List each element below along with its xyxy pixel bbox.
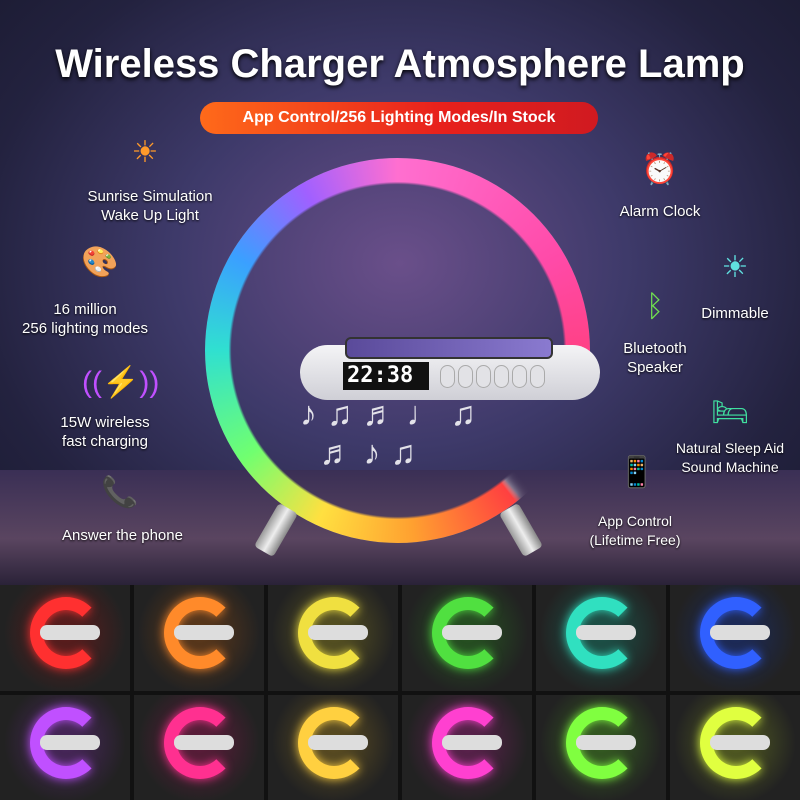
lamp-base bbox=[174, 625, 234, 640]
page-title: Wireless Charger Atmosphere Lamp bbox=[55, 42, 745, 86]
bluetooth-icon: ᛒ bbox=[646, 290, 664, 323]
bulb-icon: ☀ bbox=[721, 251, 749, 284]
lamp-base bbox=[442, 734, 502, 750]
phone-icon: 📞 bbox=[101, 476, 139, 509]
feature-dimmable: Dimmable bbox=[701, 305, 769, 322]
color-variants-grid bbox=[0, 585, 800, 800]
lamp-base bbox=[576, 734, 636, 750]
variant-thumbnail bbox=[402, 694, 532, 800]
feature-bluetooth: Bluetooth Speaker bbox=[623, 340, 687, 376]
variant-thumbnail bbox=[268, 694, 398, 800]
smartphone bbox=[345, 337, 553, 359]
wireless-charging-icon: ((⚡)) bbox=[82, 366, 160, 399]
variant-thumbnail bbox=[134, 694, 264, 800]
lamp-button bbox=[458, 365, 473, 388]
variant-thumbnail bbox=[134, 585, 264, 691]
lamp-base bbox=[710, 625, 770, 640]
lamp-base bbox=[174, 734, 234, 750]
lamp-base bbox=[308, 625, 368, 640]
feature-sleep: Natural Sleep Aid Sound Machine bbox=[675, 440, 785, 475]
hand-phone-icon: 📱 bbox=[618, 456, 656, 489]
lamp-base bbox=[40, 734, 100, 750]
variant-thumbnail bbox=[268, 585, 398, 691]
lamp-base bbox=[40, 625, 100, 640]
clock-display: 22:38 bbox=[343, 362, 429, 390]
variant-thumbnail bbox=[536, 694, 666, 800]
feature-charging: 15W wireless fast charging bbox=[60, 414, 150, 450]
lamp-base bbox=[710, 734, 770, 750]
alarm-clock-icon: ⏰ bbox=[641, 153, 679, 186]
lamp-button bbox=[512, 365, 527, 388]
lamp-button bbox=[476, 365, 491, 388]
clock-time: 22:38 bbox=[347, 363, 414, 388]
variant-thumbnail bbox=[0, 585, 130, 691]
bed-icon: 🛏 bbox=[710, 396, 750, 429]
lamp-button bbox=[440, 365, 455, 388]
feature-sunrise: Sunrise Simulation Wake Up Light bbox=[87, 188, 213, 224]
lamp-button bbox=[530, 365, 545, 388]
lamp-button bbox=[494, 365, 509, 388]
variant-thumbnail bbox=[402, 585, 532, 691]
feature-alarm: Alarm Clock bbox=[619, 203, 701, 220]
palette-icon: 🎨 bbox=[81, 246, 119, 279]
subtitle-badge: App Control/256 Lighting Modes/In Stock bbox=[200, 102, 598, 134]
lamp-base bbox=[442, 625, 502, 640]
lamp-base bbox=[576, 625, 636, 640]
variant-thumbnail bbox=[536, 585, 666, 691]
music-notes-graphic: ♪♫♬♩♫ ♬♪♫ bbox=[300, 395, 486, 472]
lamp-base bbox=[308, 734, 368, 750]
feature-colors: 16 million 256 lighting modes bbox=[22, 301, 148, 337]
variant-thumbnail bbox=[0, 694, 130, 800]
variant-thumbnail bbox=[670, 585, 800, 691]
variant-thumbnail bbox=[670, 694, 800, 800]
feature-phone: Answer the phone bbox=[62, 527, 183, 544]
feature-app: App Control (Lifetime Free) bbox=[589, 513, 681, 548]
sunrise-icon: ☀ bbox=[131, 136, 159, 169]
